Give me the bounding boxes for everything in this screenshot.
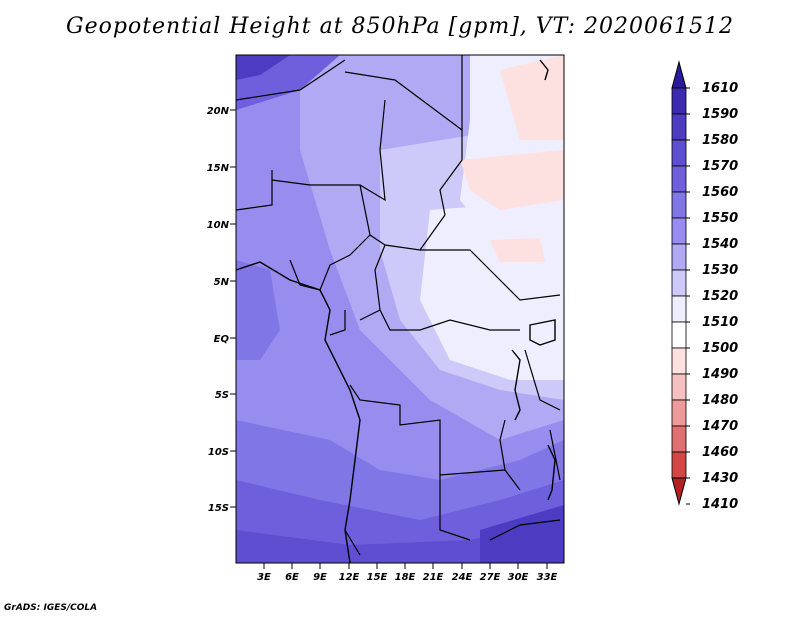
lon-tick-label: 3E — [257, 572, 271, 583]
colorbar-label: 1490 — [702, 367, 738, 382]
colorbar-label: 1500 — [702, 341, 738, 356]
map-title: Geopotential Height at 850hPa [gpm], VT:… — [66, 14, 734, 39]
lon-tick-label: 18E — [395, 572, 416, 583]
coastlines — [236, 59, 556, 563]
colorbar-label: 1470 — [702, 419, 738, 434]
colorbar-segment — [671, 321, 687, 349]
colorbar-segment — [671, 217, 687, 245]
colorbar-bottom-arrow — [671, 477, 687, 506]
map-figure: 20N 15N 10N 5N EQ 5S 10S 15S 3E 6E 9E 12… — [207, 54, 738, 583]
lon-axis — [263, 563, 548, 569]
colorbar-segment — [671, 451, 687, 479]
colorbar-segment — [671, 399, 687, 427]
lat-tick-label: 10N — [207, 220, 230, 231]
lon-tick-label: 9E — [313, 572, 327, 583]
colorbar-label: 1540 — [702, 237, 738, 252]
colorbar-segment — [671, 269, 687, 297]
lon-tick-label: 21E — [423, 572, 444, 583]
lat-tick-label: 15S — [208, 503, 229, 514]
lat-tick-label: 5S — [215, 390, 229, 401]
grads-credit: GrADS: IGES/COLA — [4, 603, 98, 613]
colorbar-top-arrow — [671, 60, 687, 89]
colorbar-label: 1480 — [702, 393, 738, 408]
colorbar-label: 1610 — [702, 81, 738, 96]
lon-tick-label: 24E — [452, 572, 473, 583]
colorbar-segment — [671, 425, 687, 453]
colorbar-label: 1410 — [702, 497, 738, 512]
colorbar-label: 1510 — [702, 315, 738, 330]
lat-tick-label: 15N — [207, 163, 230, 174]
colorbar-label: 1430 — [702, 471, 738, 486]
lon-tick-label: 6E — [285, 572, 299, 583]
lat-tick-label: 20N — [207, 106, 230, 117]
colorbar: 1610 1590 1580 1570 1560 1550 1540 1530 1520 1510… — [671, 60, 738, 512]
colorbar-label: 1560 — [702, 185, 738, 200]
colorbar-segment — [671, 139, 687, 167]
colorbar-segment — [671, 243, 687, 271]
colorbar-label: 1520 — [702, 289, 738, 304]
colorbar-segment — [671, 165, 687, 193]
lon-tick-label: 15E — [367, 572, 388, 583]
colorbar-label: 1570 — [702, 159, 738, 174]
lat-tick-label: EQ — [214, 334, 230, 345]
country-borders — [236, 55, 561, 556]
lat-tick-label: 10S — [208, 447, 229, 458]
colorbar-label: 1580 — [702, 133, 738, 148]
colorbar-label: 1460 — [702, 445, 738, 460]
colorbar-label: 1550 — [702, 211, 738, 226]
colorbar-segment — [671, 191, 687, 219]
lon-tick-label: 30E — [508, 572, 529, 583]
lat-axis — [230, 109, 236, 508]
map-frame — [235, 54, 565, 564]
colorbar-segment — [671, 373, 687, 401]
colorbar-segment — [671, 113, 687, 141]
colorbar-label: 1590 — [702, 107, 738, 122]
lat-tick-label: 5N — [214, 277, 230, 288]
lon-tick-label: 27E — [480, 572, 501, 583]
colorbar-segment — [671, 87, 687, 115]
lon-tick-label: 12E — [339, 572, 360, 583]
colorbar-label: 1530 — [702, 263, 738, 278]
colorbar-segment — [671, 347, 687, 375]
height-field — [236, 55, 564, 563]
colorbar-segment — [671, 295, 687, 323]
lon-tick-label: 33E — [537, 572, 558, 583]
